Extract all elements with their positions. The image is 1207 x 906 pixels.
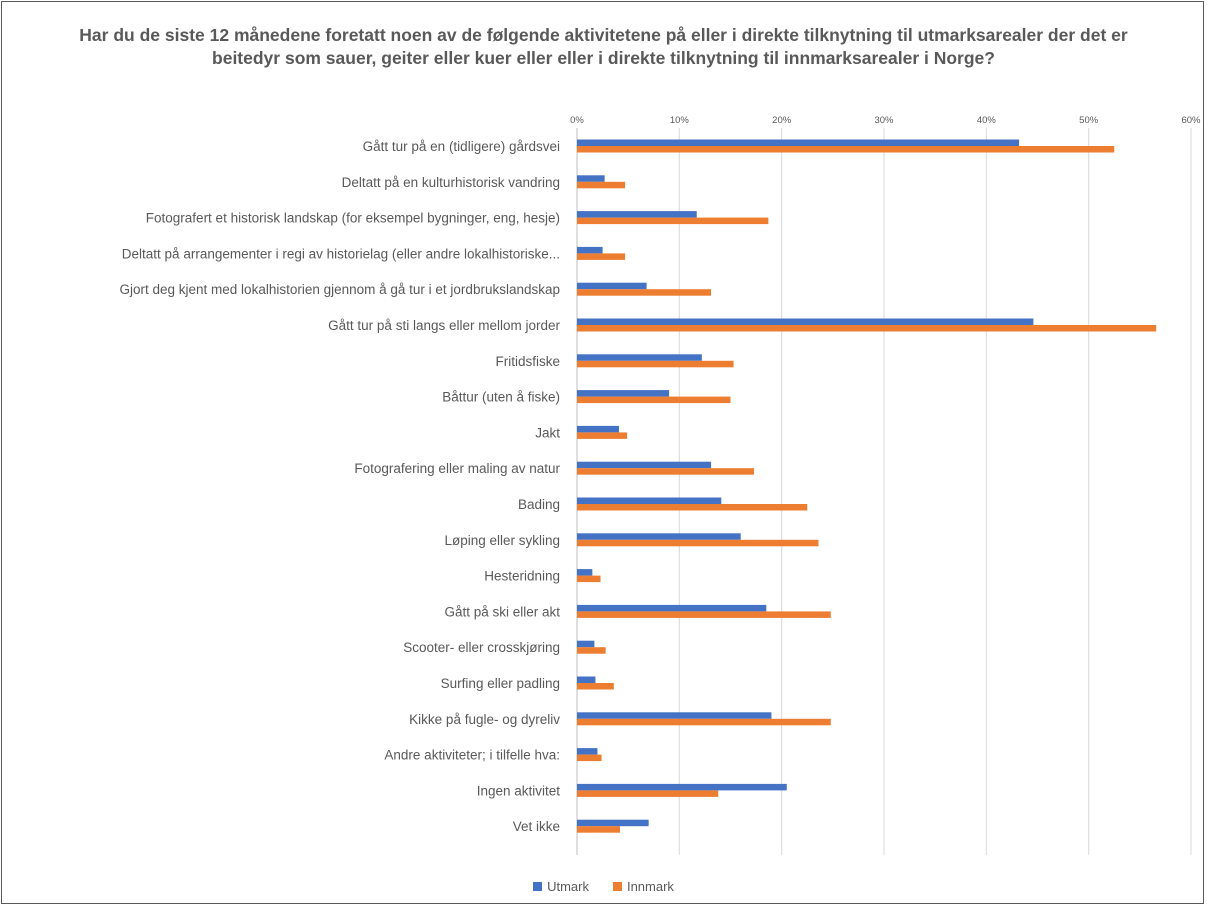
bar-innmark <box>577 181 626 189</box>
bar-utmark <box>577 461 712 469</box>
legend-label: Innmark <box>626 879 674 894</box>
category-label: Kikke på fugle- og dyreliv <box>409 712 560 727</box>
x-tick-label: 60% <box>1181 115 1201 126</box>
bar-innmark <box>577 289 712 296</box>
x-tick-label: 50% <box>1079 115 1099 126</box>
bar-utmark <box>577 676 596 683</box>
bar-innmark <box>577 826 620 833</box>
bar-utmark <box>577 318 1034 325</box>
chart-title: Har du de siste 12 månedene foretatt noe… <box>79 25 1128 68</box>
bar-innmark <box>577 468 755 475</box>
bar-innmark <box>577 754 602 762</box>
bar-utmark <box>577 712 772 719</box>
category-label: Surfing eller padling <box>441 676 560 691</box>
category-label: Bading <box>518 497 560 512</box>
legend-swatch <box>612 882 622 891</box>
x-tick-label: 0% <box>570 115 584 126</box>
bar-innmark <box>577 539 819 547</box>
category-label: Ingen aktivitet <box>477 783 561 798</box>
x-tick-label: 30% <box>874 115 894 126</box>
bar-innmark <box>577 396 731 404</box>
category-label: Deltatt på en kulturhistorisk vandring <box>342 175 560 190</box>
category-label: Fotografering eller maling av natur <box>354 461 560 476</box>
bar-utmark <box>577 748 598 755</box>
legend-swatch <box>533 882 543 891</box>
bar-utmark <box>577 819 649 827</box>
bar-utmark <box>577 569 593 576</box>
bar-utmark <box>577 497 722 504</box>
bar-utmark <box>577 211 697 218</box>
bar-utmark <box>577 139 1020 146</box>
x-tick-label: 10% <box>670 115 690 126</box>
category-label: Gått på ski eller akt <box>444 604 560 619</box>
category-label: Fritidsfiske <box>495 354 560 369</box>
bar-innmark <box>577 790 719 797</box>
bar-utmark <box>577 246 603 254</box>
category-label: Gjort deg kjent med lokalhistorien gjenn… <box>120 282 561 297</box>
category-label: Gått tur på sti langs eller mellom jorde… <box>328 318 560 333</box>
bar-innmark <box>577 611 831 618</box>
bar-utmark <box>577 640 595 648</box>
category-label: Deltatt på arrangementer i regi av histo… <box>122 246 560 261</box>
category-label: Gått tur på en (tidligere) gårdsvei <box>363 139 560 154</box>
bar-innmark <box>577 683 614 690</box>
bar-utmark <box>577 425 619 433</box>
category-label: Jakt <box>535 425 560 440</box>
bar-innmark <box>577 325 1157 332</box>
bar-innmark <box>577 718 831 726</box>
bar-utmark <box>577 533 741 540</box>
category-label: Båttur (uten å fiske) <box>442 390 560 405</box>
bar-utmark <box>577 354 702 361</box>
bar-utmark <box>577 604 767 612</box>
bar-innmark <box>577 253 626 260</box>
bar-innmark <box>577 504 808 511</box>
bar-utmark <box>577 390 670 397</box>
legend-item-utmark: Utmark <box>533 879 589 894</box>
category-label: Scooter- eller crosskjøring <box>403 640 560 655</box>
bar-innmark <box>577 360 734 368</box>
bar-utmark <box>577 175 605 182</box>
bar-utmark <box>577 282 647 290</box>
bar-innmark <box>577 432 628 439</box>
category-label: Vet ikke <box>513 819 560 834</box>
category-label: Hesteridning <box>484 569 560 584</box>
bar-utmark <box>577 783 787 791</box>
category-label: Andre aktiviteter; i tilfelle hva: <box>384 748 560 763</box>
bar-innmark <box>577 146 1115 153</box>
bar-innmark <box>577 647 606 654</box>
bar-innmark <box>577 575 601 583</box>
category-label: Løping eller sykling <box>444 533 560 548</box>
chart-legend: Utmark Innmark <box>0 879 1207 894</box>
x-tick-label: 20% <box>772 115 792 126</box>
legend-label: Utmark <box>547 879 589 894</box>
legend-item-innmark: Innmark <box>612 879 674 894</box>
bar-innmark <box>577 217 769 225</box>
category-label: Fotografert et historisk landskap (for e… <box>146 211 560 226</box>
x-tick-label: 40% <box>977 115 997 126</box>
